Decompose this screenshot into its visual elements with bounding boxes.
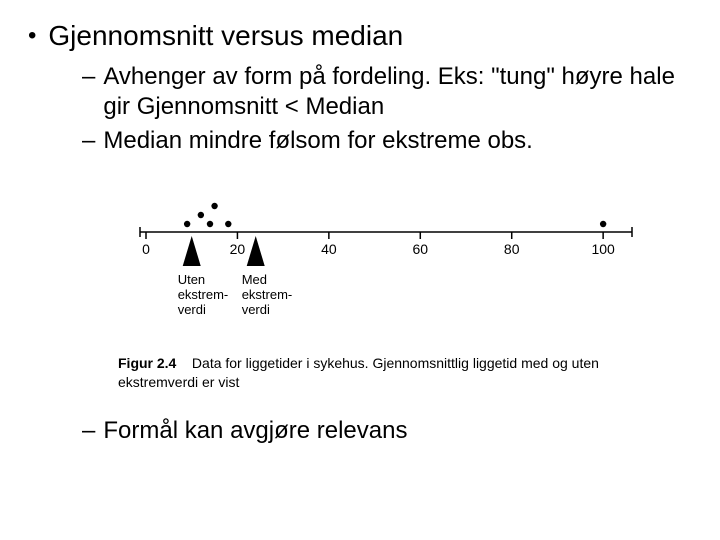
figure-dotplot: 020406080100Utenekstrem-verdiMedekstrem-… (118, 174, 638, 344)
svg-text:ekstrem-: ekstrem- (178, 287, 229, 302)
svg-text:verdi: verdi (242, 302, 270, 317)
svg-text:80: 80 (504, 241, 520, 257)
caption-label: Figur 2.4 (118, 355, 176, 371)
bullet-level2: – Formål kan avgjøre relevans (82, 416, 700, 446)
svg-text:100: 100 (591, 241, 615, 257)
svg-text:ekstrem-: ekstrem- (242, 287, 293, 302)
bullet-dash-icon: – (82, 416, 95, 446)
bullet-dash-icon: – (82, 126, 95, 156)
svg-text:20: 20 (230, 241, 246, 257)
bullet-level2: – Median mindre følsom for ekstreme obs. (82, 126, 700, 156)
figure-caption: Figur 2.4 Data for liggetider i sykehus.… (118, 354, 638, 392)
bullet-level1-text: Gjennomsnitt versus median (48, 20, 403, 52)
svg-text:verdi: verdi (178, 302, 206, 317)
svg-text:Med: Med (242, 272, 267, 287)
svg-text:40: 40 (321, 241, 337, 257)
dotplot-svg: 020406080100Utenekstrem-verdiMedekstrem-… (118, 174, 638, 339)
bullet-level2-text: Avhenger av form på fordeling. Eks: "tun… (103, 62, 700, 122)
slide: • Gjennomsnitt versus median – Avhenger … (0, 0, 720, 470)
bullet-dot-icon: • (28, 20, 36, 52)
svg-text:0: 0 (142, 241, 150, 257)
bullet-dash-icon: – (82, 62, 95, 92)
caption-spacer (180, 355, 188, 371)
bullet-level2-text: Median mindre følsom for ekstreme obs. (103, 126, 700, 156)
bullet-level2-text: Formål kan avgjøre relevans (103, 416, 700, 446)
svg-text:Uten: Uten (178, 272, 205, 287)
caption-text: Data for liggetider i sykehus. Gjennomsn… (118, 355, 599, 390)
svg-text:60: 60 (412, 241, 428, 257)
bullet-level2: – Avhenger av form på fordeling. Eks: "t… (82, 62, 700, 122)
bullet-level1: • Gjennomsnitt versus median (28, 20, 700, 52)
